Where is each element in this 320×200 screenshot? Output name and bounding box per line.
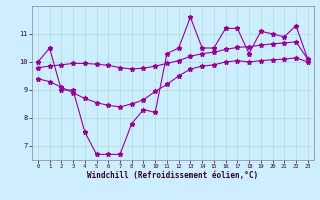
- X-axis label: Windchill (Refroidissement éolien,°C): Windchill (Refroidissement éolien,°C): [87, 171, 258, 180]
